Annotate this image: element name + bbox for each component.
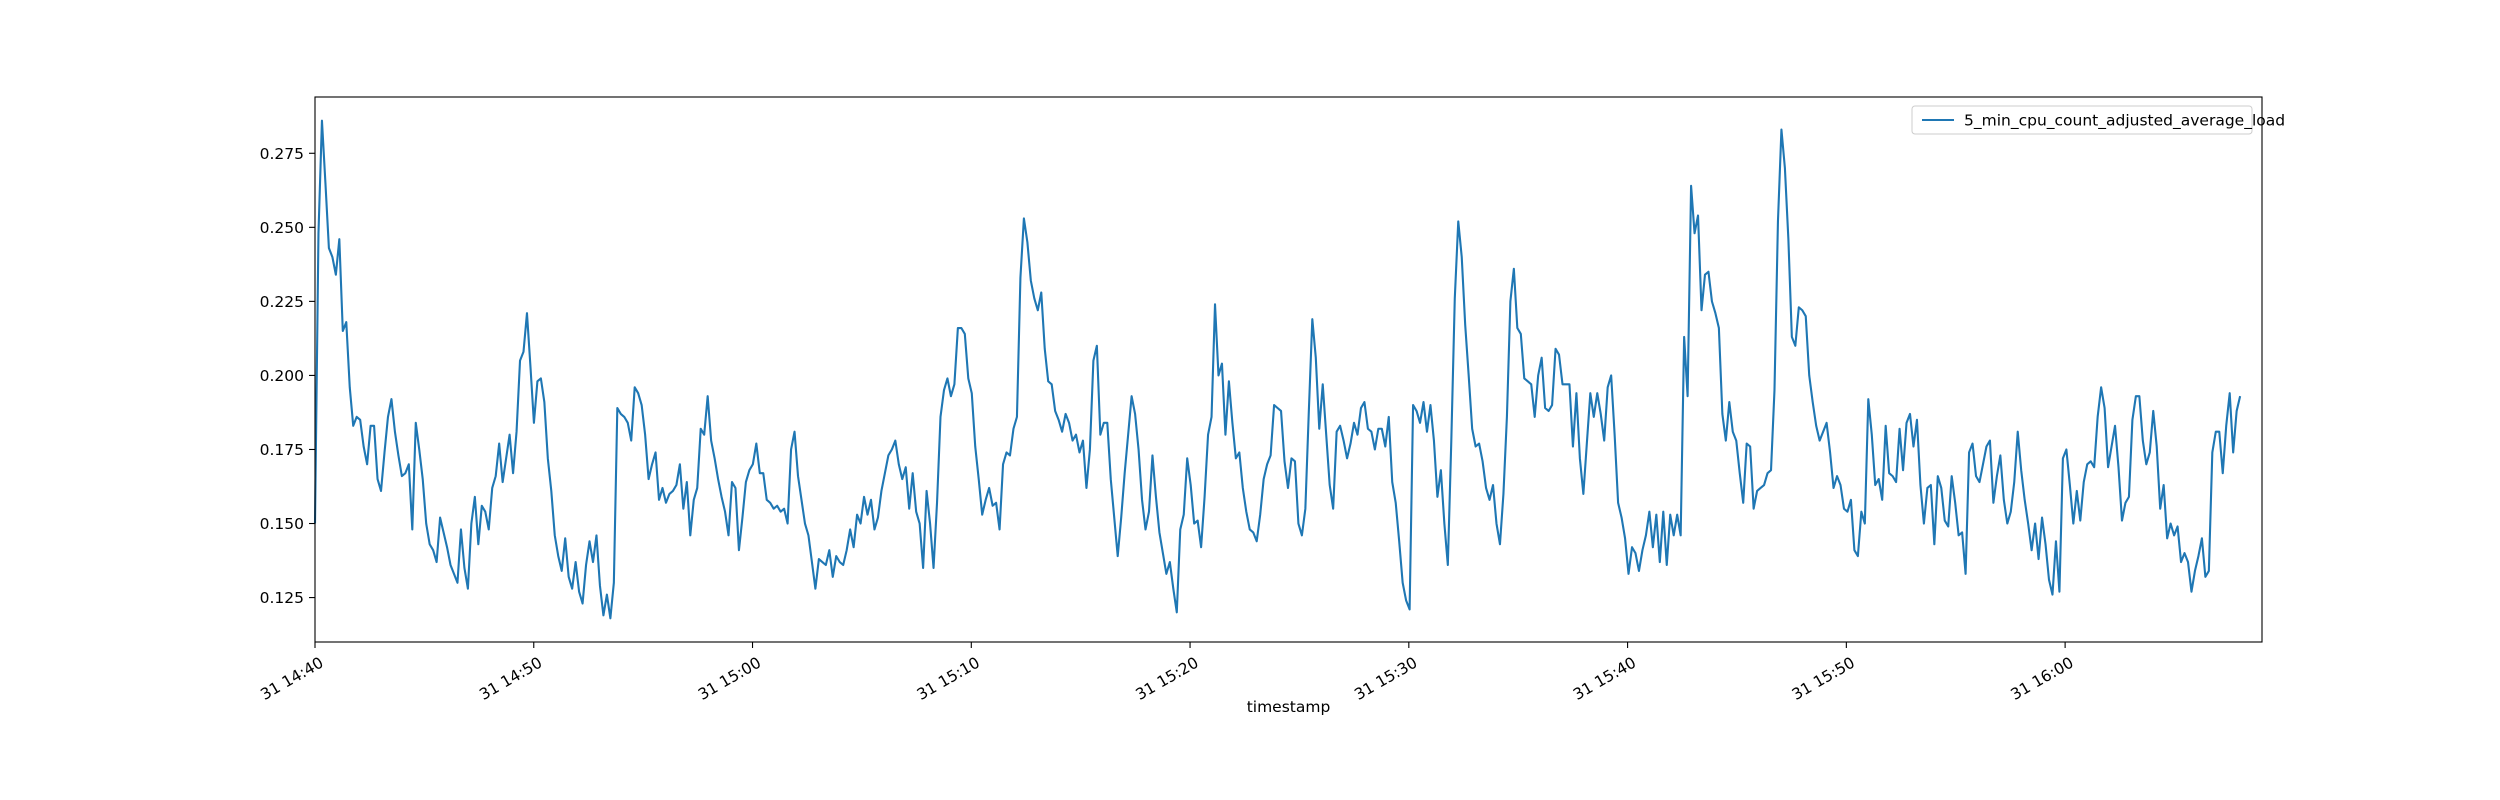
x-tick-label: 31 15:20 (1133, 654, 1202, 704)
x-tick-label: 31 15:10 (914, 654, 983, 704)
legend-label: 5_min_cpu_count_adjusted_average_load (1964, 112, 2285, 131)
x-tick-label: 31 16:00 (2008, 654, 2077, 704)
y-tick-label: 0.175 (260, 441, 304, 459)
y-axis: 0.125 0.150 0.175 0.200 0.225 0.250 0.275 (260, 145, 315, 607)
x-axis: 31 14:40 31 14:50 31 15:00 31 15:10 31 15:20… (258, 642, 2077, 704)
y-tick-label: 0.125 (260, 589, 304, 607)
x-tick-label: 31 14:50 (476, 654, 545, 704)
legend: 5_min_cpu_count_adjusted_average_load (1911, 105, 2285, 135)
x-axis-title: timestamp (1247, 698, 1331, 716)
plot-frame (314, 96, 2263, 643)
y-tick-label: 0.275 (260, 145, 304, 163)
y-tick-label: 0.200 (260, 367, 304, 385)
y-tick-label: 0.225 (260, 293, 304, 311)
x-tick-label: 31 15:00 (695, 654, 764, 704)
x-tick-label: 31 15:40 (1570, 654, 1639, 704)
x-tick-label: 31 15:50 (1789, 654, 1858, 704)
legend-box (1911, 105, 2253, 135)
plot-area (313, 96, 2263, 643)
series-line (313, 119, 2242, 620)
x-tick-label: 31 14:40 (258, 654, 327, 704)
x-tick-label: 31 15:30 (1351, 654, 1420, 704)
y-tick-label: 0.250 (260, 219, 304, 237)
y-tick-label: 0.150 (260, 515, 304, 533)
